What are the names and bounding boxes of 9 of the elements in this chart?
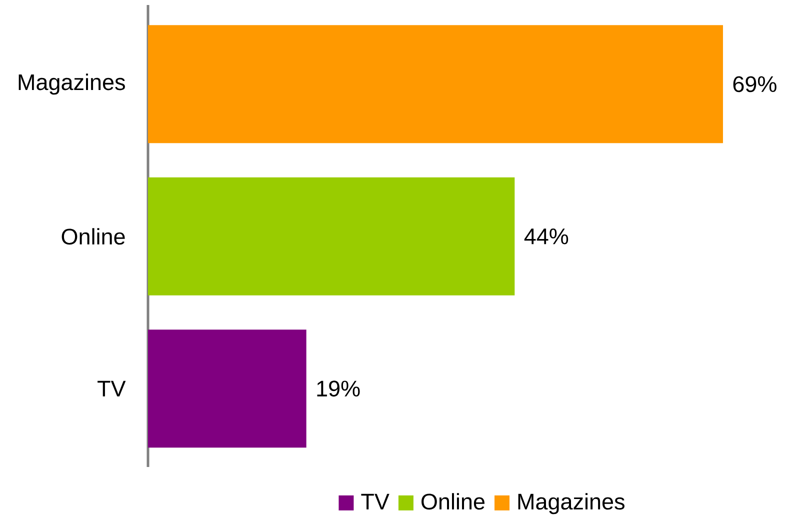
y-tick-label: Magazines [18, 74, 125, 95]
data-label: 44% [524, 228, 568, 244]
y-tick-label: Online [62, 228, 125, 245]
data-label: 19% [317, 380, 360, 397]
legend-label: Magazines [518, 493, 624, 514]
legend-label: TV [361, 494, 390, 510]
legend-label: Online [422, 493, 484, 510]
y-tick-label: TV [98, 380, 126, 396]
data-label: 69% [733, 76, 776, 92]
